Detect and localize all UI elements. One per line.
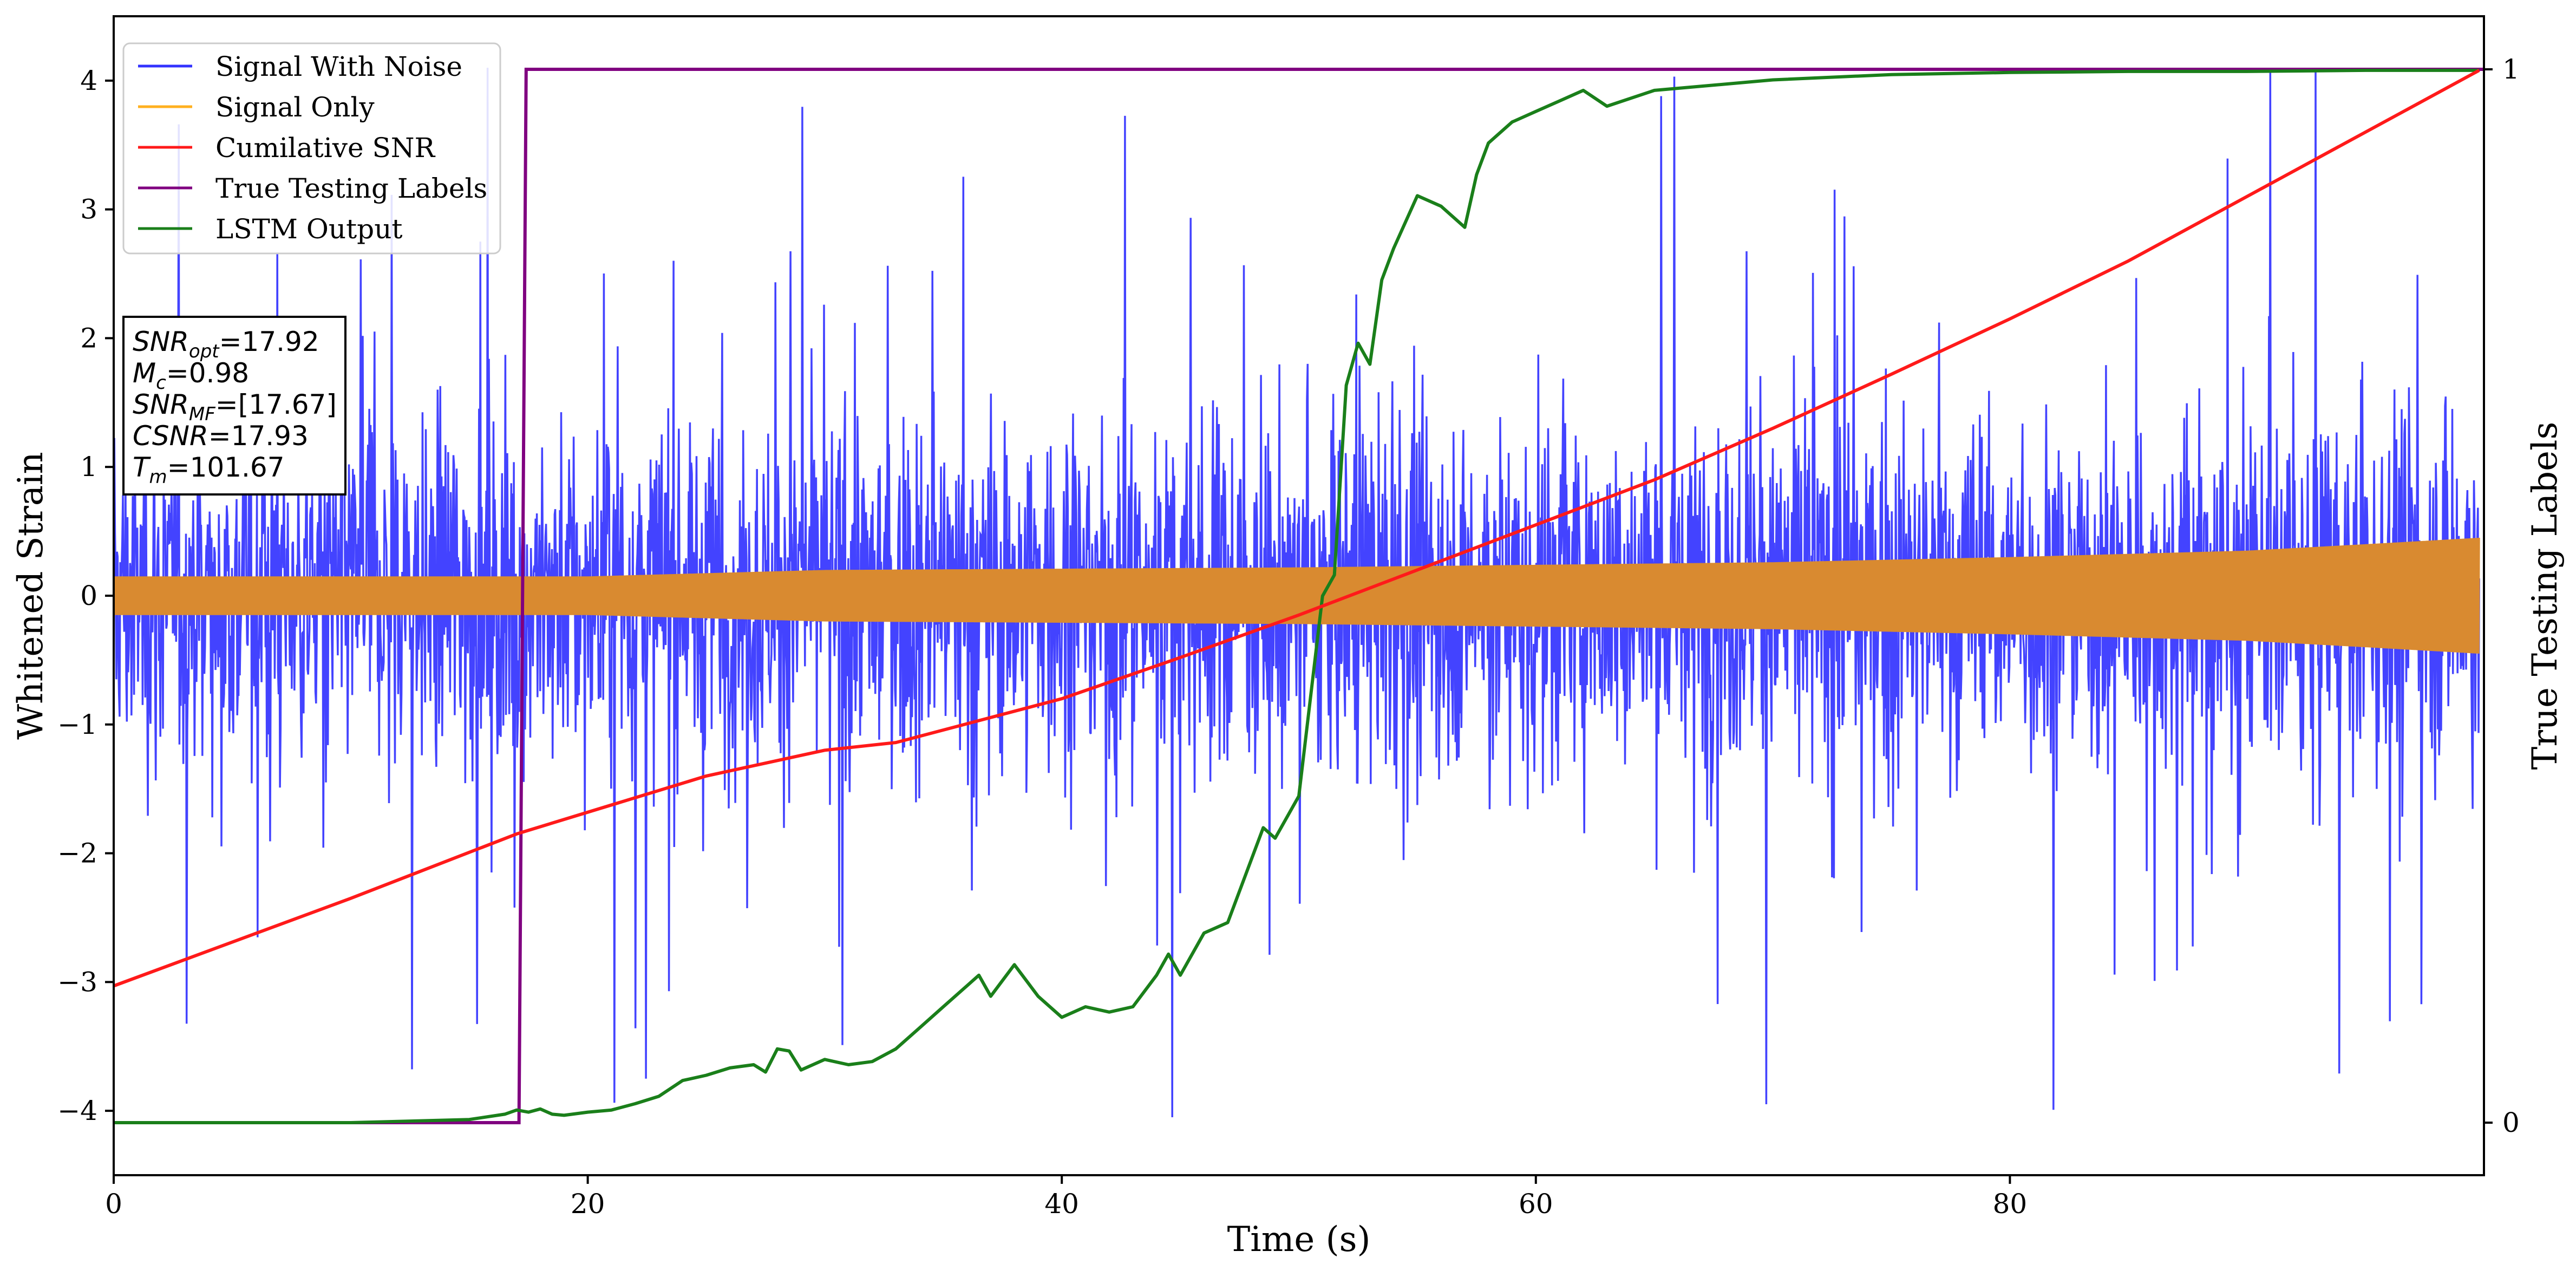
y2-tick-label: 1 xyxy=(2502,54,2520,85)
y-tick-label: −3 xyxy=(57,966,97,998)
metric-snr-opt: SNRopt=17.92 xyxy=(133,326,319,362)
y-tick-label: −1 xyxy=(57,709,97,740)
y2-axis-ticks: 01 xyxy=(2484,54,2520,1138)
legend: Signal With Noise Signal Only Cumilative… xyxy=(122,42,501,255)
x-tick-label: 20 xyxy=(571,1188,605,1220)
metric-mc: Mc=0.98 xyxy=(133,357,249,394)
metrics-annotation: SNRopt=17.92 Mc=0.98 SNRMF=[17.67] CSNR=… xyxy=(122,316,346,496)
y-tick-label: 2 xyxy=(80,322,97,354)
series-signal-only xyxy=(114,537,2480,654)
legend-label-lstm-output: LSTM Output xyxy=(215,213,402,245)
legend-box xyxy=(122,42,501,255)
y2-axis-title: True Testing Labels xyxy=(2525,422,2565,770)
metric-snr-mf: SNRMF=[17.67] xyxy=(133,389,337,425)
legend-label-signal-only: Signal Only xyxy=(215,92,375,123)
legend-label-signal-with-noise: Signal With Noise xyxy=(215,51,462,82)
x-tick-label: 0 xyxy=(105,1188,122,1220)
y-tick-label: 3 xyxy=(80,194,97,225)
lstm-trace xyxy=(114,68,2480,1124)
metrics-box xyxy=(122,316,346,496)
csnr-trace xyxy=(114,69,2480,988)
metric-csnr: CSNR=17.93 xyxy=(133,420,309,452)
legend-label-true-testing-labels: True Testing Labels xyxy=(215,173,487,204)
x-tick-label: 80 xyxy=(1993,1188,2028,1220)
x-axis-ticks: 0 20 40 60 80 xyxy=(105,1175,2027,1220)
y2-tick-label: 0 xyxy=(2502,1107,2520,1138)
y-tick-label: 0 xyxy=(80,580,97,611)
x-axis-title: Time (s) xyxy=(1227,1220,1371,1260)
x-tick-label: 60 xyxy=(1519,1188,1553,1220)
y-tick-label: 1 xyxy=(80,451,97,483)
y-axis-ticks: −4 −3 −2 −1 0 1 2 3 4 xyxy=(57,65,114,1126)
x-tick-label: 40 xyxy=(1044,1188,1079,1220)
plot-area xyxy=(114,68,2484,1124)
y-tick-label: −4 xyxy=(57,1095,97,1126)
metric-tm: Tm=101.67 xyxy=(133,452,285,488)
y-tick-label: 4 xyxy=(80,65,97,96)
signal-trace xyxy=(114,537,2480,654)
y-axis-title: Whitened Strain xyxy=(11,452,51,739)
legend-label-cumilative-snr: Cumilative SNR xyxy=(215,132,435,164)
y-tick-label: −2 xyxy=(57,838,97,869)
series-lstm-output xyxy=(114,68,2480,1124)
series-cumilative-snr xyxy=(114,69,2480,988)
